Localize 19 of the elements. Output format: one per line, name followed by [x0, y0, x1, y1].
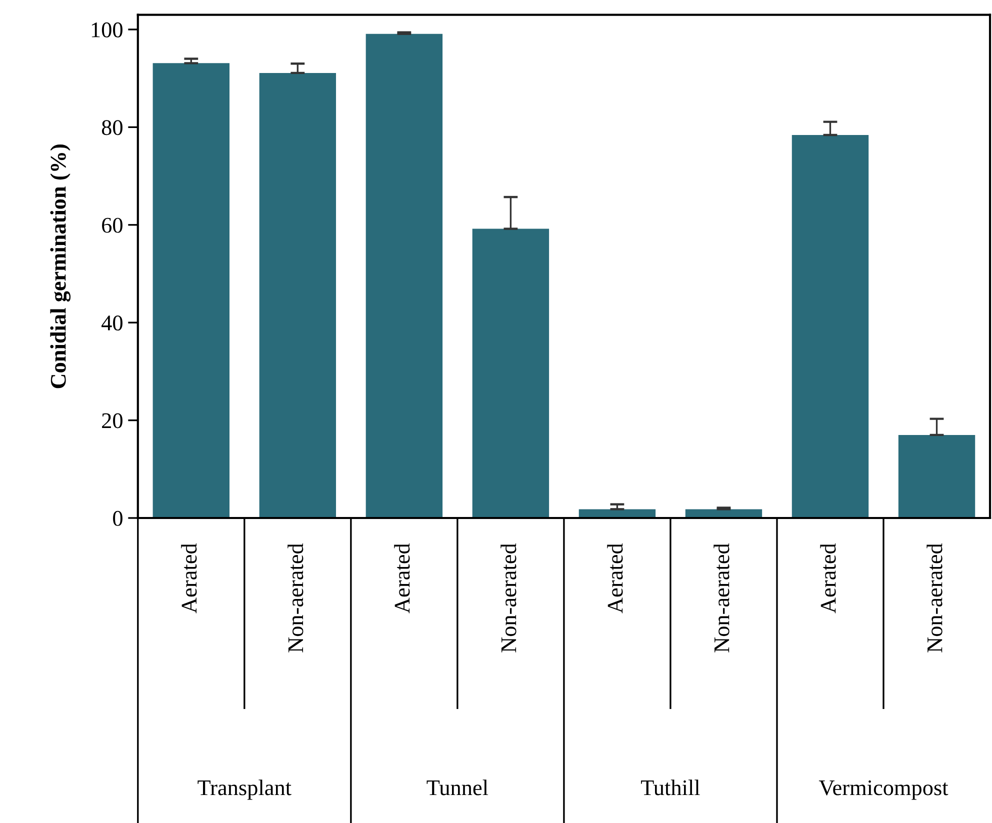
x-tick-label: Non-aerated	[926, 543, 942, 652]
y-tick-label: 40	[102, 316, 122, 331]
text: Tunnel	[426, 780, 488, 796]
y-tick-label: 20	[102, 413, 122, 428]
text: Transplant	[198, 780, 292, 800]
x-tick-label: Aerated	[607, 543, 623, 614]
x-tick-label: Aerated	[181, 543, 197, 614]
y-tick-label: 100	[92, 22, 122, 38]
x-tick-label: Aerated	[820, 543, 836, 614]
x-tick-label: Non-aerated	[500, 543, 516, 652]
x-tick-label: Aerated	[394, 543, 410, 614]
x-tick-label: Non-aerated	[288, 543, 304, 652]
y-axis-title: Conidial germination (%)	[50, 144, 71, 388]
text: Vermicompost	[818, 780, 948, 800]
x-tick-label: Non-aerated	[714, 543, 730, 652]
y-tick-label: 60	[102, 218, 122, 233]
text: Tuthill	[641, 780, 700, 796]
y-tick-label: 0	[113, 510, 122, 526]
y-tick-label: 80	[102, 120, 122, 136]
